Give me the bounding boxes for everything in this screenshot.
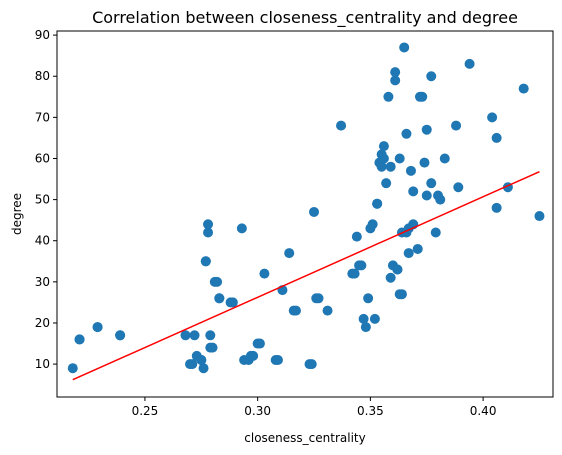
y-axis-ticks: 10 20 30 40 50 60 70 80 90 (35, 28, 57, 371)
data-point (376, 161, 387, 172)
data-point (385, 272, 396, 283)
data-point (227, 297, 238, 308)
data-point (200, 256, 211, 267)
y-tick-label: 50 (35, 193, 50, 207)
data-point (390, 67, 401, 78)
data-point (451, 120, 462, 131)
y-tick-label: 30 (35, 275, 50, 289)
data-point (349, 268, 360, 279)
y-tick-label: 90 (35, 28, 50, 42)
data-point (394, 153, 405, 164)
data-point (67, 363, 78, 374)
data-point (205, 330, 216, 341)
data-point (196, 354, 207, 365)
data-point (322, 305, 333, 316)
fit-line (72, 170, 540, 381)
data-point (92, 322, 103, 333)
data-point (534, 211, 545, 222)
data-point (189, 330, 200, 341)
y-tick-label: 40 (35, 234, 50, 248)
data-point (248, 350, 259, 361)
data-point (518, 83, 529, 94)
x-axis-ticks: 0.25 0.30 0.35 0.40 (132, 397, 497, 418)
data-point (187, 359, 198, 370)
data-point (360, 322, 371, 333)
data-point (417, 91, 428, 102)
data-point (430, 227, 441, 238)
data-point (426, 178, 437, 189)
data-point (336, 120, 347, 131)
data-point (367, 219, 378, 230)
data-point (236, 223, 247, 234)
data-point (487, 112, 498, 123)
x-tick-label: 0.35 (357, 404, 384, 418)
data-point (309, 206, 320, 217)
data-point (412, 243, 423, 254)
data-point (214, 293, 225, 304)
data-point (383, 91, 394, 102)
x-tick-label: 0.25 (132, 404, 159, 418)
data-point (284, 248, 295, 259)
data-point (115, 330, 126, 341)
data-point (203, 227, 214, 238)
data-point (358, 313, 369, 324)
data-point (207, 342, 218, 353)
y-axis-label: degree (10, 193, 24, 235)
data-point (290, 305, 301, 316)
plot-frame (56, 30, 554, 398)
y-tick-label: 10 (35, 357, 50, 371)
data-point (180, 330, 191, 341)
data-point (74, 334, 85, 345)
data-point (378, 141, 389, 152)
data-point (453, 182, 464, 193)
scatter-points (67, 42, 545, 374)
data-point (435, 194, 446, 205)
x-tick-label: 0.40 (470, 404, 497, 418)
data-point (491, 132, 502, 143)
data-point (392, 264, 403, 275)
data-point (363, 293, 374, 304)
data-point (491, 202, 502, 213)
data-point (212, 276, 223, 287)
data-point (378, 153, 389, 164)
chart-title: Correlation between closeness_centrality… (92, 8, 518, 28)
data-point (381, 178, 392, 189)
data-point (405, 165, 416, 176)
fit-line-group (72, 170, 540, 381)
data-point (385, 161, 396, 172)
data-point (401, 128, 412, 139)
data-point (313, 293, 324, 304)
plot-area (67, 42, 545, 381)
data-point (369, 313, 380, 324)
x-axis-label: closeness_centrality (244, 431, 365, 445)
data-point (203, 219, 214, 230)
x-tick-label: 0.30 (244, 404, 271, 418)
data-point (421, 124, 432, 135)
data-point (351, 231, 362, 242)
data-point (356, 260, 367, 271)
data-point (408, 186, 419, 197)
data-point (306, 359, 317, 370)
y-tick-label: 80 (35, 69, 50, 83)
data-point (464, 58, 475, 69)
data-point (419, 157, 430, 168)
data-point (198, 363, 209, 374)
data-point (421, 190, 432, 201)
data-point (254, 338, 265, 349)
data-point (399, 42, 410, 53)
data-point (426, 71, 437, 82)
data-point (372, 198, 383, 209)
data-point (403, 248, 414, 259)
y-tick-label: 60 (35, 151, 50, 165)
data-point (439, 153, 450, 164)
data-point (390, 75, 401, 86)
data-point (259, 268, 270, 279)
data-point (272, 354, 283, 365)
y-tick-label: 20 (35, 316, 50, 330)
data-point (396, 289, 407, 300)
y-tick-label: 70 (35, 110, 50, 124)
